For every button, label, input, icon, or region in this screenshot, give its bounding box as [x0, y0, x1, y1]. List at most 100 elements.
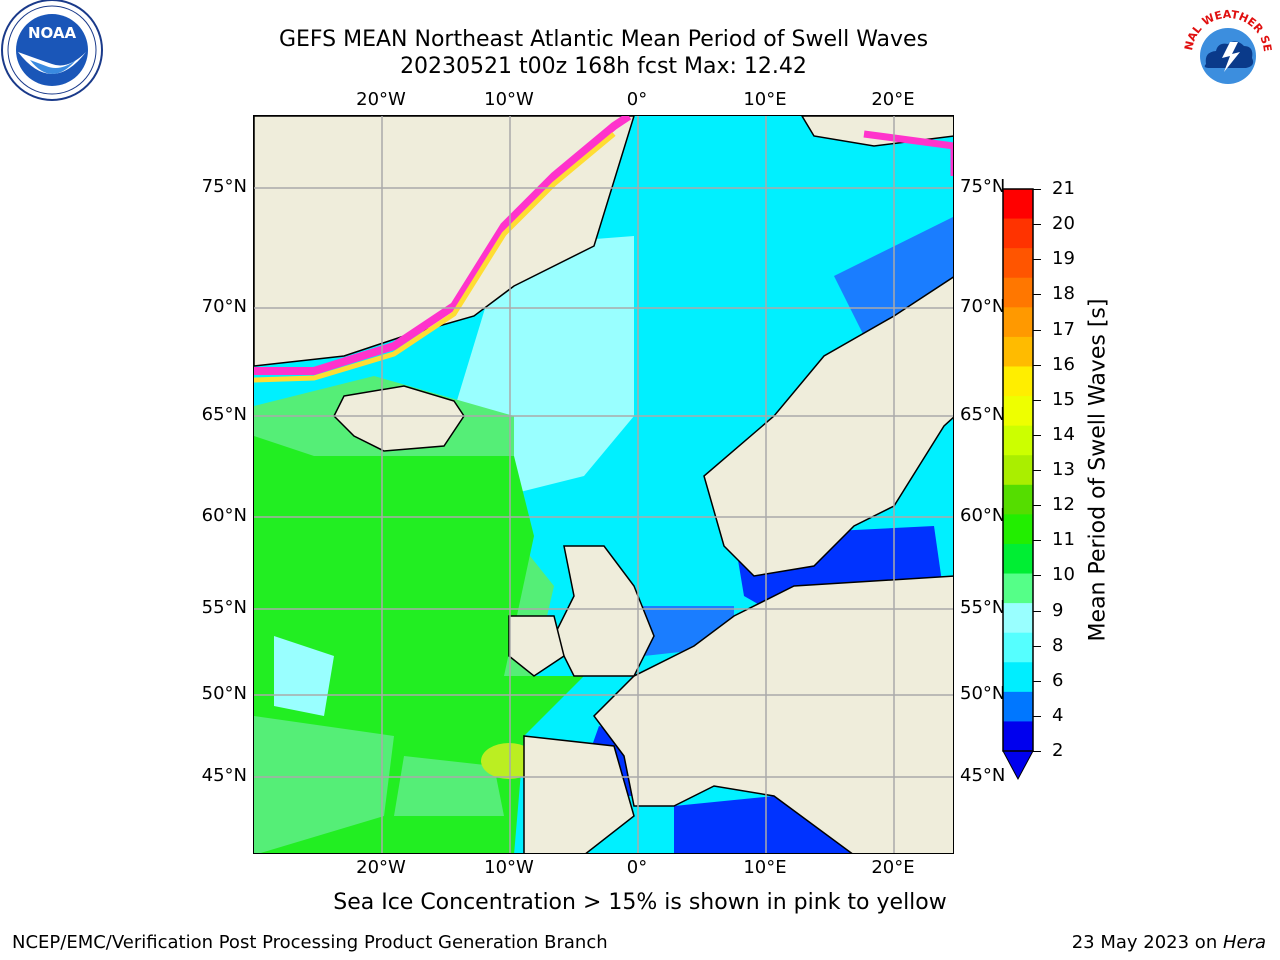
colorbar-tick-mark	[1033, 715, 1041, 717]
colorbar-swatch	[1003, 455, 1033, 486]
colorbar-swatch	[1003, 396, 1033, 427]
colorbar-tick-label: 11	[1052, 529, 1075, 551]
colorbar-tick-mark	[1033, 680, 1041, 682]
land-europe	[593, 575, 953, 853]
colorbar-extend-arrow	[1002, 750, 1034, 781]
map-panel	[253, 115, 954, 854]
colorbar-tick-mark	[1033, 259, 1041, 261]
colorbar-swatch	[1003, 662, 1033, 693]
colorbar-tick-label: 9	[1052, 599, 1064, 621]
colorbar-tick-mark	[1033, 610, 1041, 612]
colorbar-tick-label: 16	[1052, 353, 1075, 375]
colorbar-tick-mark	[1033, 575, 1041, 577]
land-iceland	[333, 385, 465, 452]
colorbar-swatch	[1003, 573, 1033, 604]
y-tick-left-75n: 75°N	[201, 176, 247, 197]
colorbar-tick-label: 15	[1052, 388, 1075, 410]
x-tick-top-10e: 10°E	[743, 89, 787, 110]
colorbar-tick-label: 21	[1052, 178, 1075, 199]
colorbar-tick-mark	[1033, 294, 1041, 296]
x-tick-top-10w: 10°W	[484, 89, 534, 110]
colorbar-swatch	[1003, 277, 1033, 308]
x-tick-bottom-10e: 10°E	[743, 857, 787, 878]
ocean-lightgreen-patch-south	[254, 716, 394, 853]
y-tick-right-45n: 45°N	[960, 765, 1006, 786]
colorbar-swatch	[1003, 603, 1033, 634]
colorbar-swatch	[1003, 484, 1033, 515]
colorbar-tick-label: 13	[1052, 459, 1075, 480]
colorbar-tick-label: 6	[1052, 669, 1064, 691]
colorbar-tick-label: 12	[1052, 494, 1075, 516]
colorbar-tick-label: 20	[1052, 213, 1075, 235]
colorbar-swatch	[1003, 543, 1033, 575]
chart-subtitle: 20230521 t00z 168h fcst Max: 12.42	[400, 54, 807, 79]
colorbar-tick-mark	[1033, 645, 1041, 647]
land-ireland	[508, 615, 565, 677]
x-tick-bottom-0: 0°	[626, 857, 648, 878]
colorbar-tick-label: 18	[1052, 283, 1075, 305]
ocean-lightgreen-patch-southwest	[394, 756, 504, 816]
y-tick-right-60n: 60°N	[960, 505, 1006, 526]
noaa-logo-text: NOAA	[28, 24, 77, 42]
y-tick-left-50n: 50°N	[201, 683, 247, 704]
sea-ice-edge-yellow	[254, 132, 616, 383]
colorbar-tick-label: 2	[1052, 740, 1064, 761]
colorbar-tick-mark	[1033, 540, 1041, 542]
y-tick-left-70n: 70°N	[201, 296, 247, 317]
credit-machine: Hera	[1222, 932, 1266, 953]
x-tick-bottom-10w: 10°W	[484, 857, 534, 878]
y-tick-left-65n: 65°N	[201, 404, 247, 425]
colorbar-label: Mean Period of Swell Waves [s]	[1085, 298, 1111, 642]
credit-date-text: 23 May 2023 on	[1071, 932, 1223, 953]
colorbar-tick-label: 8	[1052, 634, 1064, 656]
credit-branch: NCEP/EMC/Verification Post Processing Pr…	[12, 932, 608, 953]
y-tick-left-55n: 55°N	[201, 597, 247, 618]
noaa-logo: NOAA	[1, 0, 103, 101]
y-tick-left-45n: 45°N	[201, 765, 247, 786]
colorbar-tick-label: 14	[1052, 423, 1075, 445]
colorbar-swatch	[1003, 691, 1033, 722]
y-tick-right-65n: 65°N	[960, 404, 1006, 425]
colorbar-tick-label: 17	[1052, 318, 1075, 340]
colorbar-swatch	[1003, 189, 1033, 220]
ocean-yellowgreen-patch	[481, 743, 537, 779]
colorbar-swatch	[1003, 425, 1033, 456]
y-tick-left-60n: 60°N	[201, 505, 247, 526]
ocean-paleaqua-patch-west	[274, 636, 334, 716]
colorbar-swatch	[1003, 514, 1033, 545]
colorbar-swatch	[1003, 632, 1033, 663]
land-greenland	[254, 116, 635, 367]
colorbar-swatch	[1003, 336, 1033, 367]
colorbar-tick-mark	[1033, 224, 1041, 226]
colorbar-tick-mark	[1033, 505, 1041, 507]
y-tick-right-55n: 55°N	[960, 597, 1006, 618]
colorbar-tick-label: 10	[1052, 564, 1075, 586]
x-tick-top-20e: 20°E	[871, 89, 915, 110]
x-tick-bottom-20w: 20°W	[356, 857, 406, 878]
colorbar-tick-mark	[1033, 364, 1041, 366]
chart-title: GEFS MEAN Northeast Atlantic Mean Period…	[278, 27, 929, 52]
colorbar-tick-label: 19	[1052, 248, 1075, 270]
colorbar-swatch	[1003, 721, 1033, 752]
credit-date: 23 May 2023 on Hera	[1072, 932, 1266, 953]
colorbar	[1002, 188, 1034, 781]
x-tick-top-0: 0°	[626, 89, 648, 110]
land-iberia	[523, 735, 635, 853]
colorbar-tick-mark	[1033, 434, 1041, 436]
colorbar-swatch	[1003, 366, 1033, 397]
colorbar-swatches	[1003, 189, 1033, 752]
sea-ice-edge	[254, 116, 632, 375]
colorbar-swatch	[1003, 218, 1033, 249]
swell-period-map	[254, 116, 953, 853]
x-tick-bottom-20e: 20°E	[871, 857, 915, 878]
colorbar-tick-mark	[1033, 751, 1041, 752]
sea-ice-note: Sea Ice Concentration > 15% is shown in …	[333, 890, 947, 915]
graticule	[254, 116, 953, 853]
colorbar-tick-mark	[1033, 470, 1041, 471]
colorbar-tick-mark	[1033, 189, 1041, 190]
y-tick-right-70n: 70°N	[960, 296, 1006, 317]
colorbar-tick-mark	[1033, 329, 1041, 331]
colorbar-swatch	[1003, 248, 1033, 279]
y-tick-right-75n: 75°N	[960, 176, 1006, 197]
nws-logo: NATIONAL WEATHER SERVICE	[1178, 4, 1275, 101]
